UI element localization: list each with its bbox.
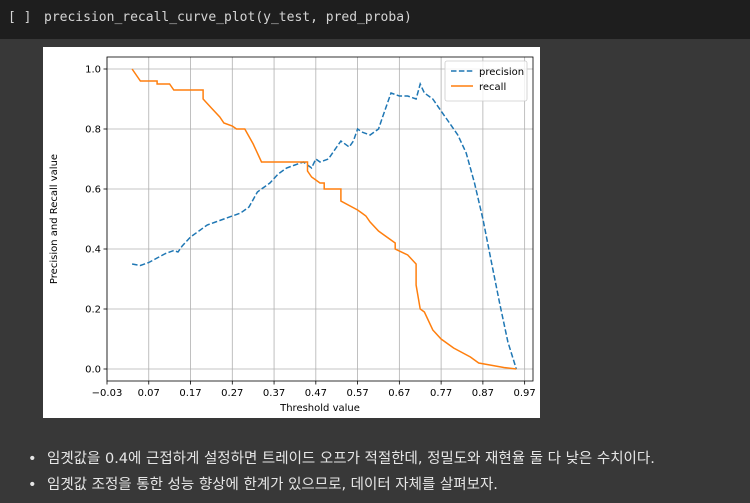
x-tick-label: 0.87 <box>472 388 494 399</box>
x-tick-label: 0.57 <box>346 388 368 399</box>
legend: precision recall <box>444 60 528 102</box>
x-tick-label: 0.97 <box>514 388 536 399</box>
x-tick-label: 0.07 <box>138 388 160 399</box>
bullet-icon: • <box>28 451 37 467</box>
series-recall-line <box>131 68 517 370</box>
x-axis-label: Threshold value <box>279 403 360 414</box>
x-tick-label: 0.47 <box>305 388 327 399</box>
bullet-icon: • <box>28 477 37 493</box>
x-tick-label: 0.67 <box>388 388 410 399</box>
grid <box>106 57 533 381</box>
plot-output: −0.03 0.07 0.17 0.27 0.37 0.47 0.57 0.67 0.77 0.8… <box>43 47 540 418</box>
y-tick-label: 0.2 <box>85 305 101 316</box>
y-tick-label: 1.0 <box>85 65 101 76</box>
code-editor-line[interactable]: precision_recall_curve_plot(y_test, pred… <box>44 10 412 25</box>
legend-box <box>444 60 528 102</box>
x-axis-ticks: −0.03 0.07 0.17 0.27 0.37 0.47 0.57 0.67 0.77 0.8… <box>92 381 536 399</box>
y-tick-label: 0.6 <box>85 185 101 196</box>
note-item: • 임곗값 조정을 통한 성능 향상에 한계가 있으므로, 데이터 자체를 살펴보… <box>28 472 655 498</box>
legend-label-recall: recall <box>479 82 506 93</box>
y-axis-ticks: 0.0 0.2 0.4 0.6 0.8 1.0 <box>85 65 107 376</box>
axes-frame <box>106 56 534 382</box>
legend-label-precision: precision <box>479 67 524 78</box>
x-tick-label: −0.03 <box>92 388 123 399</box>
x-tick-label: 0.17 <box>179 388 201 399</box>
code-cell[interactable]: [ ] precision_recall_curve_plot(y_test, … <box>0 0 750 39</box>
x-tick-label: 0.77 <box>430 388 452 399</box>
x-tick-label: 0.37 <box>263 388 285 399</box>
note-text: 임곗값을 0.4에 근접하게 설정하면 트레이드 오프가 적절한데, 정밀도와 … <box>47 451 655 467</box>
x-tick-label: 0.27 <box>221 388 243 399</box>
y-tick-label: 0.8 <box>85 125 101 136</box>
precision-recall-chart: −0.03 0.07 0.17 0.27 0.37 0.47 0.57 0.67 0.77 0.8… <box>49 56 536 414</box>
series-lines <box>131 68 518 370</box>
run-cell-button[interactable]: [ ] <box>8 10 32 25</box>
y-tick-label: 0.0 <box>85 365 101 376</box>
markdown-notes: • 임곗값을 0.4에 근접하게 설정하면 트레이드 오프가 적절한데, 정밀도와… <box>28 446 655 498</box>
y-tick-label: 0.4 <box>85 245 101 256</box>
note-item: • 임곗값을 0.4에 근접하게 설정하면 트레이드 오프가 적절한데, 정밀도와… <box>28 446 655 472</box>
note-text: 임곗값 조정을 통한 성능 향상에 한계가 있으므로, 데이터 자체를 살펴보자… <box>47 477 498 493</box>
series-precision-line <box>131 81 518 370</box>
y-axis-label: Precision and Recall value <box>49 154 60 284</box>
